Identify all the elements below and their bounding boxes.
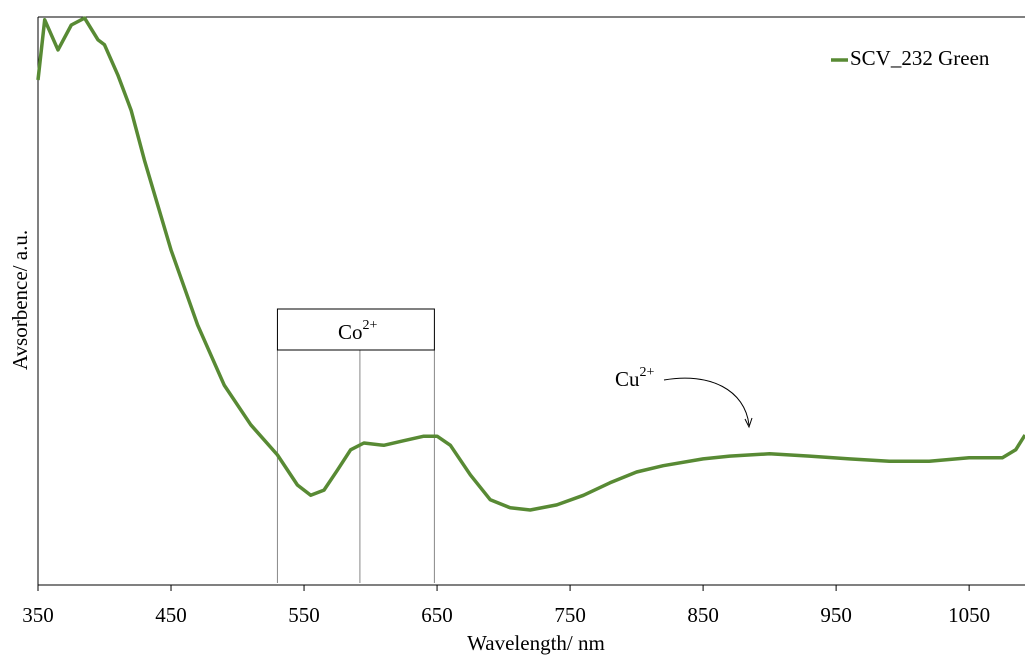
annotation-box (276, 308, 435, 351)
annotation-label: Co2+ (338, 318, 378, 344)
annotation-arrow (663, 377, 750, 426)
x-tick-label: 350 (22, 603, 54, 627)
annotation-superscript: 2+ (363, 318, 378, 333)
y-axis-label: Avsorbence/ a.u. (8, 230, 32, 370)
x-tick-label: 950 (820, 603, 852, 627)
x-tick-label: 450 (155, 603, 187, 627)
x-tick-label: 850 (687, 603, 719, 627)
x-tick-label: 550 (288, 603, 320, 627)
x-tick-label: 650 (421, 603, 453, 627)
data-line (36, 16, 1025, 512)
annotation-superscript: 2+ (640, 365, 655, 380)
annotation-text: Cu (615, 367, 640, 391)
x-tick-label: 750 (554, 603, 586, 627)
annotation-label: Cu2+ (615, 365, 655, 391)
x-tick-label: 1050 (948, 603, 990, 627)
arrow-head (744, 417, 753, 429)
annotation-text: Co (338, 320, 363, 344)
x-axis-label: Wavelength/ nm (467, 631, 605, 655)
legend-label: SCV_232 Green (850, 46, 990, 70)
